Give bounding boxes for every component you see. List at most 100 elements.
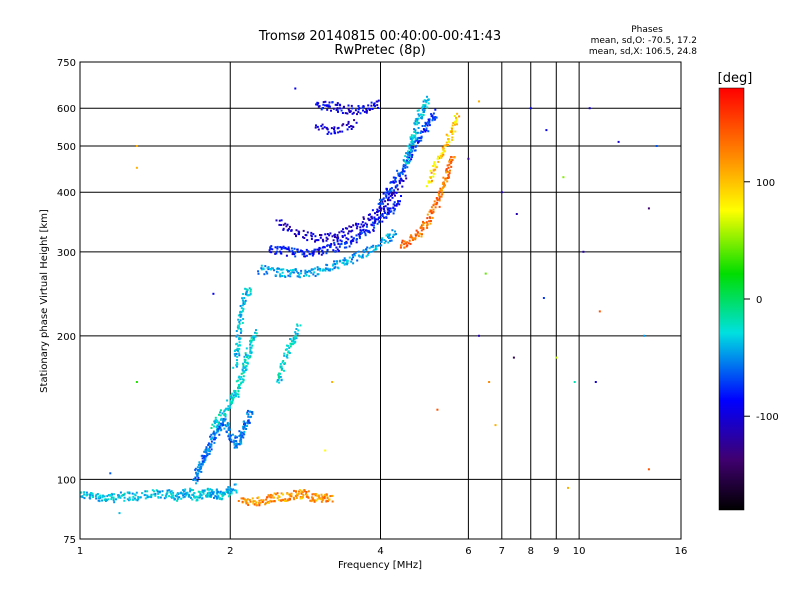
data-point: [433, 163, 435, 166]
data-point: [229, 401, 232, 404]
data-point: [413, 130, 416, 133]
data-point: [92, 496, 94, 498]
data-point: [214, 495, 217, 498]
data-point: [437, 155, 440, 158]
y-tick-label: 100: [57, 475, 76, 486]
data-point: [408, 150, 411, 153]
data-point: [216, 424, 219, 427]
data-point: [296, 324, 299, 327]
data-point: [368, 219, 371, 222]
data-point: [146, 494, 149, 497]
data-point: [399, 200, 401, 203]
data-point: [208, 488, 210, 491]
data-point: [289, 338, 291, 340]
data-point: [83, 497, 86, 500]
data-point: [245, 368, 248, 371]
data-point: [432, 112, 435, 115]
data-point: [352, 224, 355, 227]
data-point: [157, 496, 160, 499]
data-point: [264, 503, 267, 506]
data-point: [390, 239, 393, 242]
data-point: [402, 165, 405, 167]
data-point: [245, 290, 248, 293]
data-point: [314, 240, 316, 243]
data-point: [443, 144, 446, 147]
data-point: [239, 319, 242, 322]
data-point: [249, 343, 252, 346]
data-point: [343, 234, 346, 237]
data-point: [200, 470, 203, 473]
data-point: [331, 494, 334, 497]
data-point: [212, 438, 215, 441]
data-point: [201, 490, 204, 493]
data-point: [340, 242, 343, 245]
data-point: [445, 168, 448, 171]
data-point: [380, 202, 383, 205]
data-point: [423, 110, 426, 113]
data-point: [218, 413, 220, 416]
data-point: [428, 180, 431, 183]
data-point: [230, 403, 233, 406]
data-point: [368, 109, 371, 111]
data-point: [417, 117, 420, 120]
data-point: [266, 496, 269, 499]
data-point: [405, 152, 408, 155]
data-point: [240, 382, 242, 385]
data-point: [350, 260, 353, 263]
data-point: [446, 170, 448, 173]
data-point: [309, 499, 312, 502]
data-point: [276, 247, 279, 250]
data-point: [397, 172, 400, 175]
data-point: [422, 220, 424, 223]
data-point: [184, 488, 187, 491]
data-point: [230, 397, 233, 400]
data-point: [216, 419, 219, 422]
data-point: [83, 493, 86, 496]
plot-frame: [79, 61, 682, 540]
data-point: [339, 130, 341, 133]
data-point: [182, 489, 185, 492]
data-point: [346, 262, 349, 265]
data-point: [223, 427, 226, 430]
data-point: [348, 256, 351, 259]
data-point: [274, 252, 277, 255]
data-point: [312, 253, 315, 256]
data-point: [339, 243, 342, 246]
data-point: [392, 233, 395, 236]
data-point: [291, 249, 294, 252]
data-point: [336, 240, 339, 243]
data-point: [385, 196, 388, 199]
data-point: [424, 99, 427, 102]
data-point: [425, 127, 428, 130]
data-point: [285, 348, 288, 351]
data-point: [285, 225, 288, 228]
data-point: [255, 332, 258, 335]
data-point: [413, 128, 416, 131]
data-point: [155, 489, 158, 492]
data-point: [347, 104, 350, 107]
data-point: [218, 433, 221, 436]
data-point: [296, 494, 299, 497]
data-point: [234, 446, 237, 449]
data-point: [340, 240, 343, 243]
data-point: [141, 492, 143, 495]
data-point: [225, 431, 228, 434]
data-point: [187, 495, 190, 498]
data-point: [334, 103, 337, 106]
data-point: [304, 255, 307, 258]
data-point: [304, 272, 307, 275]
data-point: [89, 493, 92, 496]
data-point: [235, 491, 238, 494]
data-point: [437, 160, 440, 163]
data-point: [442, 181, 445, 184]
data-point: [377, 218, 380, 221]
data-point: [325, 236, 328, 239]
data-point: [267, 268, 270, 271]
data-point: [389, 187, 392, 190]
y-tick-label: 75: [63, 535, 76, 546]
data-point: [201, 463, 204, 466]
data-point: [248, 499, 251, 501]
data-point: [420, 235, 423, 238]
